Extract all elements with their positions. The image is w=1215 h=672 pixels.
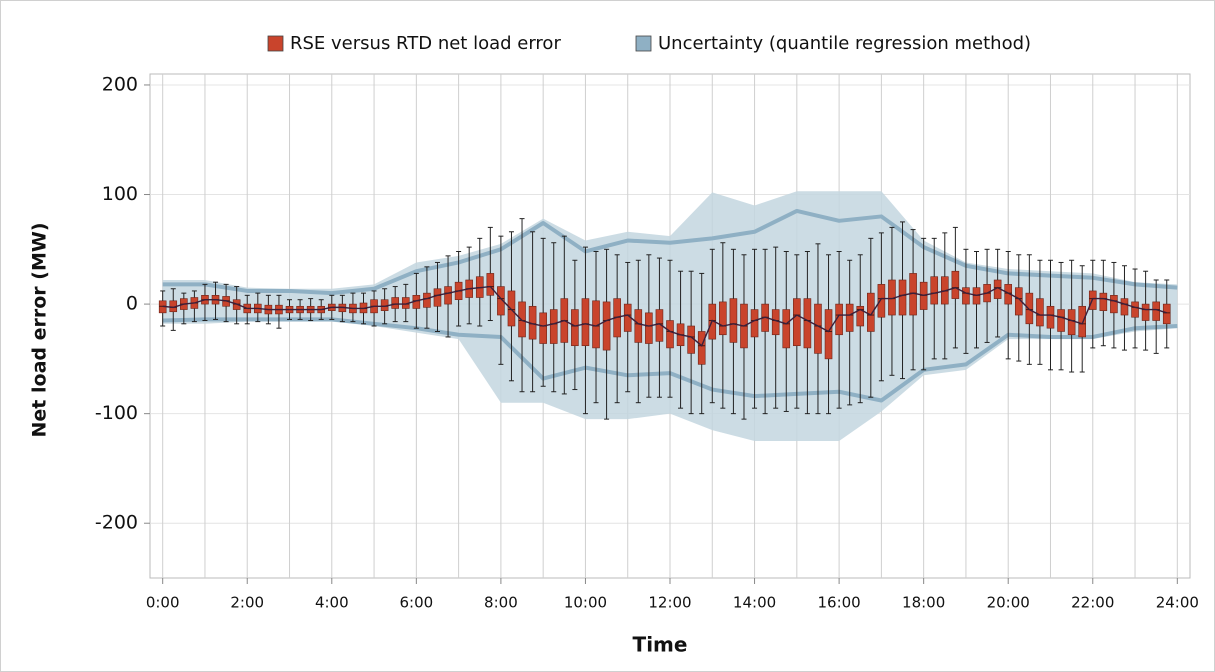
box	[1025, 292, 1034, 325]
box	[1152, 301, 1160, 321]
box	[845, 303, 854, 332]
legend-label: Uncertainty (quantile regression method)	[658, 33, 1031, 54]
box	[867, 292, 875, 332]
box	[391, 297, 400, 309]
x-tick-label: 8:00	[484, 594, 518, 612]
box	[1141, 303, 1150, 321]
box	[814, 303, 822, 354]
box	[507, 290, 516, 327]
box	[571, 309, 579, 347]
box	[1078, 305, 1086, 338]
y-tick-label: 0	[126, 293, 138, 315]
box	[697, 331, 706, 365]
box	[1120, 298, 1129, 316]
box	[1110, 295, 1118, 314]
box	[518, 301, 526, 338]
box	[1036, 298, 1044, 327]
y-tick-label: -200	[95, 512, 138, 534]
box	[877, 284, 886, 318]
x-tick-label: 6:00	[399, 594, 433, 612]
box	[1046, 305, 1055, 329]
box	[1067, 309, 1076, 336]
box	[951, 270, 960, 299]
box	[750, 309, 759, 338]
box	[423, 292, 431, 308]
x-tick-label: 12:00	[648, 594, 691, 612]
box	[497, 286, 505, 316]
box	[602, 301, 611, 351]
box	[856, 305, 865, 327]
box	[962, 287, 970, 305]
y-axis-title: Net load error (MW)	[29, 223, 51, 438]
box	[634, 309, 643, 343]
x-tick-label: 2:00	[230, 594, 264, 612]
y-tick-label: 100	[102, 183, 138, 205]
legend-swatch	[267, 35, 284, 52]
box	[793, 298, 801, 347]
box	[645, 312, 653, 344]
box	[824, 309, 833, 360]
box	[1057, 309, 1065, 332]
median-line	[162, 285, 1167, 347]
y-tick-label: 200	[102, 73, 138, 95]
box	[581, 298, 590, 347]
legend-label: RSE versus RTD net load error	[290, 33, 561, 54]
x-tick-label: 16:00	[817, 594, 860, 612]
x-tick-label: 18:00	[902, 594, 945, 612]
box	[1162, 303, 1171, 325]
x-axis-title: Time	[633, 633, 688, 657]
box	[655, 309, 664, 342]
box	[666, 320, 674, 349]
box	[771, 309, 780, 336]
x-tick-label: 10:00	[564, 594, 607, 612]
box	[898, 279, 907, 316]
x-tick-label: 24:00	[1156, 594, 1199, 612]
box	[719, 301, 727, 336]
box	[1099, 292, 1108, 311]
box	[486, 273, 495, 296]
x-tick-label: 0:00	[146, 594, 180, 612]
x-tick-label: 14:00	[733, 594, 776, 612]
box	[729, 298, 738, 343]
box	[1131, 301, 1139, 318]
box	[803, 298, 812, 349]
box	[539, 312, 547, 344]
box	[930, 276, 939, 305]
x-tick-label: 20:00	[987, 594, 1030, 612]
x-tick-label: 4:00	[315, 594, 349, 612]
y-tick-label: -100	[95, 402, 138, 424]
x-tick-label: 22:00	[1071, 594, 1114, 612]
box	[444, 286, 452, 305]
legend-swatch	[635, 35, 652, 52]
box	[549, 309, 558, 344]
box	[433, 288, 442, 307]
box	[782, 309, 791, 349]
